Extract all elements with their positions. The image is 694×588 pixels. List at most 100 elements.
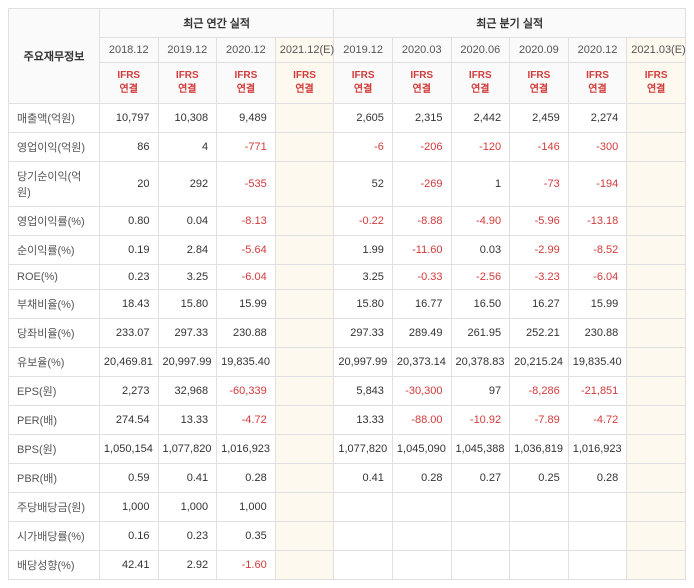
value-cell [275,406,334,435]
metric-label: 시가배당률(%) [9,522,100,551]
value-cell: 20 [99,162,158,207]
value-cell [275,348,334,377]
value-cell: -206 [392,133,451,162]
table-row: 당기순이익(억원)20292-53552-2691-73-194 [9,162,686,207]
value-cell: 1,000 [217,493,276,522]
table-row: ROE(%)0.233.25-6.043.25-0.33-2.56-3.23-6… [9,265,686,290]
value-cell: 2,315 [392,104,451,133]
value-cell: 20,373.14 [392,348,451,377]
table-row: EPS(원)2,27332,968-60,3395,843-30,30097-8… [9,377,686,406]
ifrs-header: IFRS연결 [392,63,451,104]
value-cell: 97 [451,377,510,406]
value-cell [568,493,627,522]
table-row: 주당배당금(원)1,0001,0001,000 [9,493,686,522]
period-header: 2020.12 [217,38,276,63]
metric-label: ROE(%) [9,265,100,290]
ifrs-header: IFRS연결 [627,63,686,104]
value-cell: 4 [158,133,217,162]
value-cell: -4.72 [217,406,276,435]
value-cell: 3.25 [334,265,393,290]
ifrs-header: IFRS연결 [217,63,276,104]
value-cell: 2,459 [510,104,569,133]
value-cell: 1,045,090 [392,435,451,464]
value-cell: 230.88 [568,319,627,348]
value-cell [275,236,334,265]
value-cell: 1.99 [334,236,393,265]
value-cell: -2.99 [510,236,569,265]
value-cell: 252.21 [510,319,569,348]
period-header: 2019.12 [158,38,217,63]
value-cell: 0.25 [510,464,569,493]
metric-label: 주당배당금(원) [9,493,100,522]
value-cell: 1,077,820 [334,435,393,464]
value-cell: 230.88 [217,319,276,348]
value-cell [568,551,627,580]
value-cell [627,162,686,207]
value-cell [627,104,686,133]
value-cell: 2,442 [451,104,510,133]
metric-label: 순이익률(%) [9,236,100,265]
value-cell: 0.27 [451,464,510,493]
value-cell: -120 [451,133,510,162]
value-cell: 16.27 [510,290,569,319]
value-cell: -73 [510,162,569,207]
table-row: 당좌비율(%)233.07297.33230.88297.33289.49261… [9,319,686,348]
table-header: 주요재무정보 최근 연간 실적 최근 분기 실적 2018.122019.122… [9,9,686,104]
value-cell: 297.33 [158,319,217,348]
value-cell: 1,016,923 [217,435,276,464]
metric-label: 유보율(%) [9,348,100,377]
table-row: 순이익률(%)0.192.84-5.641.99-11.600.03-2.99-… [9,236,686,265]
value-cell: 1 [451,162,510,207]
value-cell [627,522,686,551]
value-cell: -0.22 [334,207,393,236]
value-cell: -3.23 [510,265,569,290]
value-cell: 20,997.99 [334,348,393,377]
value-cell [275,290,334,319]
value-cell: 0.16 [99,522,158,551]
ifrs-header: IFRS연결 [99,63,158,104]
value-cell: -5.64 [217,236,276,265]
value-cell: 2.92 [158,551,217,580]
value-cell: 0.28 [568,464,627,493]
period-header: 2021.03(E) [627,38,686,63]
value-cell [627,290,686,319]
value-cell: -30,300 [392,377,451,406]
value-cell: 261.95 [451,319,510,348]
period-header: 2021.12(E) [275,38,334,63]
value-cell: 16.77 [392,290,451,319]
value-cell: 18.43 [99,290,158,319]
financial-table: 주요재무정보 최근 연간 실적 최근 분기 실적 2018.122019.122… [8,8,686,580]
table-body: 매출액(억원)10,79710,3089,4892,6052,3152,4422… [9,104,686,580]
value-cell: 19,835.40 [568,348,627,377]
value-cell: 9,489 [217,104,276,133]
value-cell [627,464,686,493]
value-cell: 292 [158,162,217,207]
value-cell [392,493,451,522]
value-cell: 0.35 [217,522,276,551]
value-cell: 0.03 [451,236,510,265]
value-cell: 2,605 [334,104,393,133]
value-cell [451,493,510,522]
ifrs-header: IFRS연결 [451,63,510,104]
table-row: PBR(배)0.590.410.280.410.280.270.250.28 [9,464,686,493]
value-cell [392,551,451,580]
value-cell [392,522,451,551]
value-cell: -5.96 [510,207,569,236]
value-cell: -88.00 [392,406,451,435]
value-cell: 5,843 [334,377,393,406]
value-cell: -10.92 [451,406,510,435]
value-cell: 0.80 [99,207,158,236]
metric-label: 배당성향(%) [9,551,100,580]
value-cell: 0.41 [158,464,217,493]
value-cell [627,319,686,348]
value-cell [568,522,627,551]
value-cell: -269 [392,162,451,207]
value-cell: -0.33 [392,265,451,290]
value-cell [275,207,334,236]
value-cell: 32,968 [158,377,217,406]
metric-label: 당기순이익(억원) [9,162,100,207]
value-cell: 20,997.99 [158,348,217,377]
value-cell: 10,797 [99,104,158,133]
value-cell: -4.72 [568,406,627,435]
value-cell: 1,036,819 [510,435,569,464]
